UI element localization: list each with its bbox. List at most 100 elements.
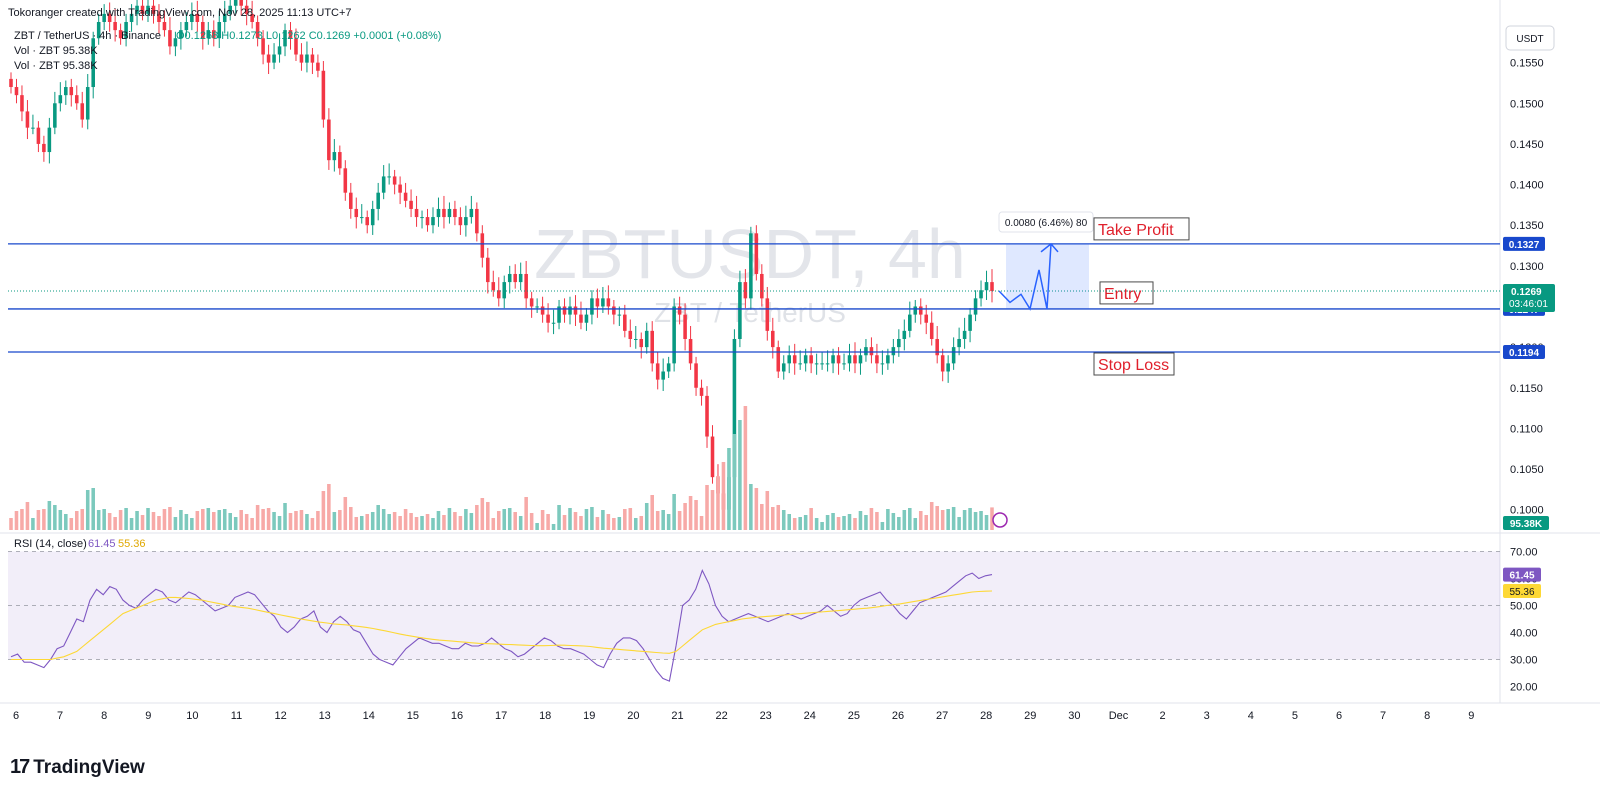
candle-body <box>184 22 189 31</box>
candle-body <box>891 347 896 356</box>
volume-bar <box>902 510 907 530</box>
volume-bar <box>633 518 638 530</box>
volume-bar <box>239 510 243 530</box>
candle-body <box>957 338 961 348</box>
volume-bar <box>327 484 331 530</box>
candle-body <box>431 217 435 226</box>
volume-bar <box>869 508 874 530</box>
date-tick-label: 11 <box>231 710 242 722</box>
volume-bar <box>288 513 293 530</box>
volume-bar <box>781 510 786 530</box>
volume-bar <box>579 516 583 530</box>
volume-bar <box>979 511 983 530</box>
volume-bar <box>222 509 227 530</box>
volume-tag <box>1503 516 1549 530</box>
current-price-tag <box>1503 284 1555 313</box>
candle-body <box>683 314 687 339</box>
volume-bar <box>244 514 249 530</box>
volume-bar <box>458 516 463 530</box>
rsi-tick-label: 50.00 <box>1510 601 1538 613</box>
symbol-line[interactable]: ZBT / TetherUS · 4h · Binance <box>14 30 161 42</box>
candle-body <box>579 314 583 323</box>
volume-bar <box>765 491 770 530</box>
volume-bar <box>255 505 260 530</box>
volume-bar <box>940 510 945 530</box>
candle-body <box>787 355 792 364</box>
candle-body <box>173 38 178 47</box>
ohlc-values: O0.1268 H0.1273 L0.1262 C0.1269 +0.0001 … <box>176 30 442 42</box>
candle-body <box>973 298 978 315</box>
volume-bar <box>677 511 682 530</box>
candle-body <box>601 298 605 307</box>
volume-bar <box>277 516 282 530</box>
volume-bar <box>228 513 232 530</box>
volume-bar <box>102 509 106 530</box>
candle-body <box>387 176 391 178</box>
level-price-label: 0.1194 <box>1509 348 1539 359</box>
rsi-tick-label: 70.00 <box>1510 547 1538 559</box>
created-by-text: Tokoranger created with TradingView.com,… <box>8 7 352 19</box>
candle-body <box>951 347 956 364</box>
candle-body <box>666 363 671 372</box>
date-tick-label: 21 <box>671 710 683 722</box>
volume-bar <box>792 518 797 530</box>
candle-body <box>633 338 638 340</box>
volume-bar <box>820 522 824 530</box>
volume-bar <box>261 509 265 530</box>
volume-bar <box>173 517 178 530</box>
candle-body <box>513 273 517 283</box>
date-tick-label: 15 <box>407 710 419 722</box>
volume-bar <box>250 518 254 530</box>
candle-body <box>792 355 797 364</box>
candle-body <box>924 314 929 323</box>
volume-bar <box>316 511 320 530</box>
volume-bar <box>414 517 419 530</box>
countdown-label: 03:46:01 <box>1509 299 1548 310</box>
candle-body <box>606 298 611 307</box>
candle-body <box>568 306 572 315</box>
candle-body <box>628 330 633 339</box>
candle-body <box>864 347 868 356</box>
volume-bar <box>760 504 764 530</box>
candle-body <box>491 282 496 291</box>
volume-bar <box>787 514 792 530</box>
volume-bar <box>272 512 276 530</box>
volume-bar <box>195 511 200 530</box>
candle-body <box>168 30 172 47</box>
price-tick-label: 0.1400 <box>1510 180 1544 192</box>
candle-body <box>990 282 994 292</box>
candle-body <box>261 38 265 55</box>
volume-bar <box>842 516 846 530</box>
volume-bar <box>644 503 649 530</box>
volume-bar <box>754 488 759 530</box>
volume-bar <box>349 507 353 530</box>
candle-body <box>447 208 452 218</box>
volume-bar <box>294 511 298 530</box>
volume-bar <box>628 508 633 530</box>
candle-body <box>398 184 402 193</box>
rsi-legend-label: RSI (14, close) <box>14 538 87 550</box>
volume-bar <box>74 511 79 530</box>
volume-bar <box>705 485 709 530</box>
candle-body <box>129 13 134 22</box>
volume-bar <box>880 522 885 530</box>
candle-body <box>217 22 222 39</box>
volume-bar <box>968 508 972 530</box>
volume-bar <box>623 509 627 530</box>
volume-bar <box>381 509 386 530</box>
volume-bar <box>283 503 287 530</box>
date-tick-label: 2 <box>1160 710 1166 722</box>
volume-bar <box>639 516 644 530</box>
volume-bar <box>655 511 660 530</box>
volume-bar <box>118 510 123 530</box>
volume-legend-2[interactable]: Vol · ZBT 95.38K <box>14 60 98 72</box>
tradingview-brand[interactable]: 17 TradingView <box>10 756 145 779</box>
volume-bar <box>918 511 923 530</box>
candle-body <box>211 30 216 39</box>
volume-legend-1[interactable]: Vol · ZBT 95.38K <box>14 45 98 57</box>
volume-bar <box>107 513 112 530</box>
candle-body <box>546 314 550 323</box>
date-tick-label: 7 <box>1380 710 1386 722</box>
candle-body <box>776 347 781 372</box>
